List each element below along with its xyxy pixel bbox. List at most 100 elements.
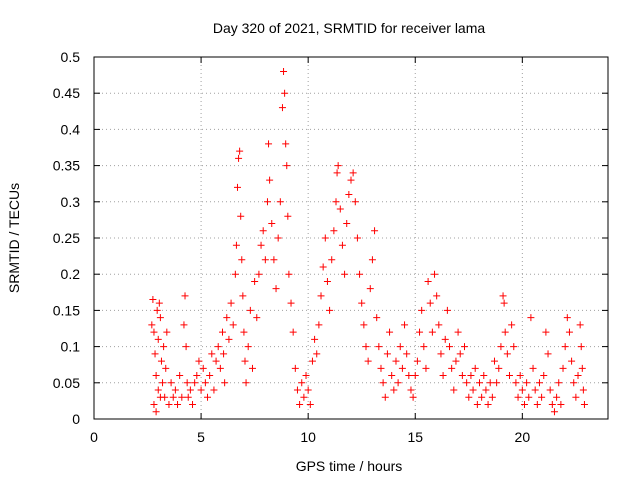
data-point [535,379,543,387]
data-point [544,350,552,358]
data-point [206,372,214,380]
data-point [165,401,173,409]
data-point [251,277,259,285]
y-tick-label: 0.1 [61,339,81,355]
data-point [570,379,578,387]
data-point [257,241,265,249]
data-point [265,140,273,148]
data-point [386,328,394,336]
data-point [501,328,509,336]
data-point [219,328,226,336]
data-point [236,147,244,155]
x-tick-label: 10 [300,429,316,445]
data-point [281,89,289,97]
data-point [426,299,434,307]
data-point [270,256,278,264]
data-point [150,328,158,336]
data-point [529,364,537,372]
data-point [478,393,486,401]
y-tick-label: 0.4 [61,121,81,137]
data-point [193,372,201,380]
data-point [508,321,516,329]
data-point [263,198,271,206]
data-point [392,357,400,365]
data-point [540,372,548,380]
data-point [377,364,385,372]
data-point [197,386,205,394]
data-point [155,299,163,307]
data-point [313,350,321,358]
data-point [557,401,565,409]
x-tick-label: 5 [197,429,205,445]
data-point [174,401,182,409]
data-point [341,270,349,278]
data-point [159,379,167,387]
data-point [555,379,563,387]
data-point [563,314,571,322]
data-point [518,386,526,394]
data-point [238,256,246,264]
data-point [467,372,475,380]
data-point [568,357,576,365]
data-point [253,314,261,322]
y-tick-label: 0.3 [61,194,81,210]
data-point [150,401,158,409]
data-point [287,299,295,307]
data-point [241,357,249,365]
data-point [280,67,288,75]
data-point [542,328,550,336]
data-point [276,198,284,206]
data-point [232,241,240,249]
data-point [523,379,531,387]
data-point [407,386,415,394]
x-tick-label: 20 [515,429,531,445]
data-point [225,335,233,343]
y-tick-label: 0 [72,411,80,427]
data-point [154,335,162,343]
data-point [561,343,569,351]
data-point [317,292,325,300]
data-point [373,314,381,322]
data-point [332,198,340,206]
data-point [163,328,171,336]
data-point [182,343,190,351]
data-point [559,364,567,372]
data-point [268,220,276,228]
data-point [580,401,588,409]
data-point [497,343,505,351]
data-point [212,357,220,365]
data-point [156,314,164,322]
data-point [538,393,546,401]
data-point [293,386,301,394]
data-point [396,343,404,351]
data-point [579,386,587,394]
data-point [546,386,554,394]
data-point [157,357,165,365]
data-point [306,401,314,409]
data-point [388,372,396,380]
data-point [456,350,464,358]
data-point [255,270,263,278]
y-tick-label: 0.15 [53,302,80,318]
data-point [576,321,584,329]
data-point [349,169,357,177]
data-point [499,292,507,300]
data-point [446,343,454,351]
data-point [223,314,231,322]
data-point [482,386,490,394]
data-point [191,379,199,387]
data-point [450,386,458,394]
y-tick-label: 0.35 [53,158,80,174]
data-point [210,386,218,394]
data-point [375,343,383,351]
data-point [358,299,366,307]
y-tick-label: 0.5 [61,49,81,65]
data-point [461,343,469,351]
data-point [151,350,159,358]
y-tick-label: 0.2 [61,266,81,282]
data-point [490,357,498,365]
data-point [239,292,247,300]
data-point [220,350,228,358]
data-point [171,386,179,394]
